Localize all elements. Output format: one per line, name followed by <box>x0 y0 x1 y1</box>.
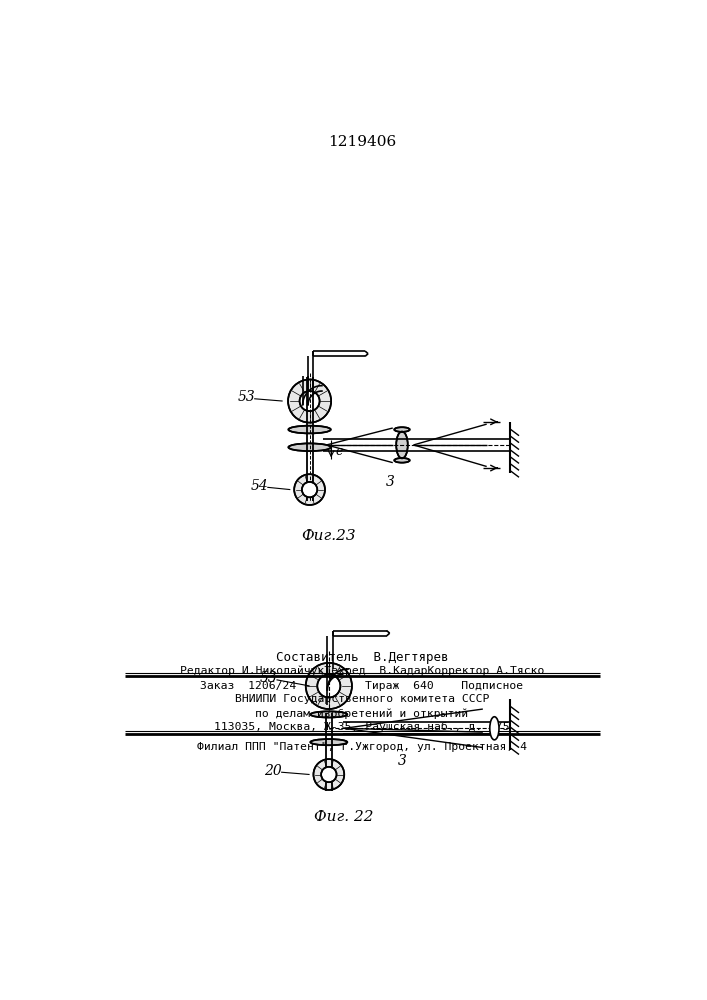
Text: Заказ  1206/24          Тираж  640    Подписное: Заказ 1206/24 Тираж 640 Подписное <box>200 681 523 691</box>
Text: 20: 20 <box>264 764 282 778</box>
Text: по делам изобретений и открытий: по делам изобретений и открытий <box>255 708 469 719</box>
Ellipse shape <box>395 427 409 432</box>
Text: 1219406: 1219406 <box>328 135 396 149</box>
Circle shape <box>294 474 325 505</box>
Text: 54: 54 <box>251 479 269 493</box>
Text: Филиал ППП "Патент", г.Ужгород, ул. Проектная, 4: Филиал ППП "Патент", г.Ужгород, ул. Прое… <box>197 742 527 752</box>
Circle shape <box>313 759 344 790</box>
Circle shape <box>300 391 320 411</box>
Text: 3: 3 <box>386 475 395 489</box>
Circle shape <box>302 482 317 497</box>
Text: 53: 53 <box>238 390 255 404</box>
Text: 3: 3 <box>397 754 407 768</box>
Ellipse shape <box>395 458 409 463</box>
Text: 53: 53 <box>260 671 278 685</box>
Circle shape <box>321 767 337 782</box>
Text: Фиг.23: Фиг.23 <box>301 529 356 543</box>
Ellipse shape <box>396 431 408 458</box>
Text: Редактор И.НиколайчукТехред  В.КадарКорректор А.Тяско: Редактор И.НиколайчукТехред В.КадарКорре… <box>180 665 544 676</box>
Ellipse shape <box>490 717 499 740</box>
Text: 113035, Москва, Ж-35, Раушская наб., д. 4/5: 113035, Москва, Ж-35, Раушская наб., д. … <box>214 722 510 732</box>
Circle shape <box>288 379 331 423</box>
Circle shape <box>317 674 340 698</box>
Text: Фиг. 22: Фиг. 22 <box>315 810 374 824</box>
Ellipse shape <box>310 711 347 718</box>
Ellipse shape <box>310 739 347 745</box>
Text: Составитель  В.Дегтярев: Составитель В.Дегтярев <box>276 651 448 664</box>
Ellipse shape <box>288 426 331 433</box>
Ellipse shape <box>288 443 331 451</box>
Circle shape <box>305 663 352 709</box>
Text: e: e <box>335 445 342 458</box>
Text: ВНИИПИ Государственного комитета СССР: ВНИИПИ Государственного комитета СССР <box>235 694 489 704</box>
